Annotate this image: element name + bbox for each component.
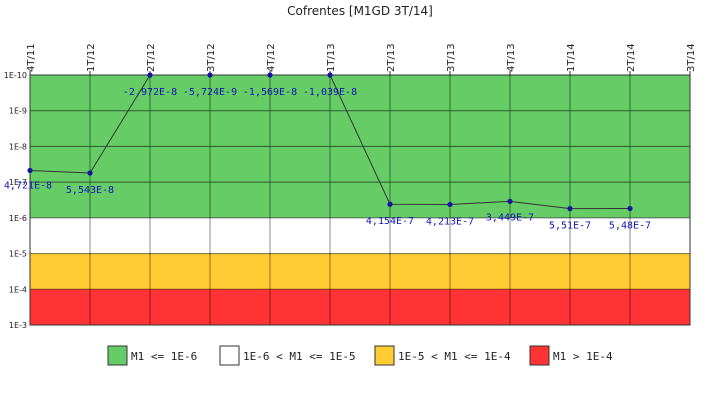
data-point [327,72,333,78]
legend-swatch-2 [374,345,395,366]
y-tick-label: 1E-7 [9,178,27,187]
legend-label-0: M1 <= 1E-6 [131,350,197,363]
x-tick-label: 3T/12 [206,43,217,72]
x-tick-label: 1T/12 [86,43,97,72]
legend-swatch-1 [219,345,240,366]
chart-title: Cofrentes [M1GD 3T/14] [287,4,433,18]
band-1 [30,217,690,254]
legend-label-1: 1E-6 < M1 <= 1E-5 [243,350,356,363]
series-layer [27,72,633,212]
legend-label-3: M1 > 1E-4 [553,350,613,363]
data-label: 4,213E-7 [426,216,474,227]
y-tick-label: 1E-6 [9,214,27,223]
data-label: 4,154E-7 [366,216,414,227]
legend-swatch-0 [107,345,128,366]
x-tick-label: 1T/14 [566,43,577,72]
x-tick-label: 2T/14 [626,43,637,72]
data-point [147,72,153,78]
y-tick-label: 1E-4 [9,285,27,294]
x-tick-label: 4T/13 [506,43,517,72]
data-point [567,206,573,212]
y-tick-label: 1E-8 [9,142,27,151]
data-label: 3,449E-7 [486,212,534,223]
legend: M1 <= 1E-6 1E-6 < M1 <= 1E-5 1E-5 < M1 <= … [107,345,613,366]
x-tick-label: 4T/12 [266,43,277,72]
data-label: -1,039E-8 [303,87,357,98]
data-label: -5,724E-9 [183,87,237,98]
legend-swatch-3 [529,345,550,366]
x-tick-label: 2T/12 [146,43,157,72]
data-labels: 4,721E-8 5,543E-8 -2,972E-8 -5,724E-9 -1,569… [4,87,651,232]
data-point [507,198,513,204]
band-2 [30,253,690,290]
data-label: -1,569E-8 [243,87,297,98]
y-tick-label: 1E-10 [4,71,27,80]
x-tick-label: 4T/11 [26,43,37,72]
data-label: 5,51E-7 [549,221,591,232]
x-tick-label: 3T/13 [446,43,457,72]
data-point [627,205,633,212]
data-label: 5,543E-8 [66,185,114,196]
data-point [207,72,213,78]
y-tick-label: 1E-9 [9,107,27,116]
data-point [267,72,273,78]
plot-frame [29,74,691,326]
data-point [87,170,93,176]
y-tick-label: 1E-5 [9,250,27,259]
data-label: 5,48E-7 [609,221,651,232]
data-point [447,201,453,208]
data-label: 4,721E-8 [4,181,52,192]
x-tick-label: 3T/14 [686,43,697,72]
band-3 [30,289,690,325]
data-point [27,167,33,174]
axes: 1E-10 1E-9 1E-8 1E-7 1E-6 1E-5 1E-4 1E-3 4T/11 1T… [4,43,697,330]
threshold-bands [30,75,690,325]
y-tick-label: 1E-3 [9,321,27,330]
x-tick-label: 2T/13 [386,43,397,72]
data-point [387,201,393,207]
x-tick-label: 1T/13 [326,43,337,72]
data-label: -2,972E-8 [123,87,177,98]
legend-label-2: 1E-5 < M1 <= 1E-4 [398,350,511,363]
